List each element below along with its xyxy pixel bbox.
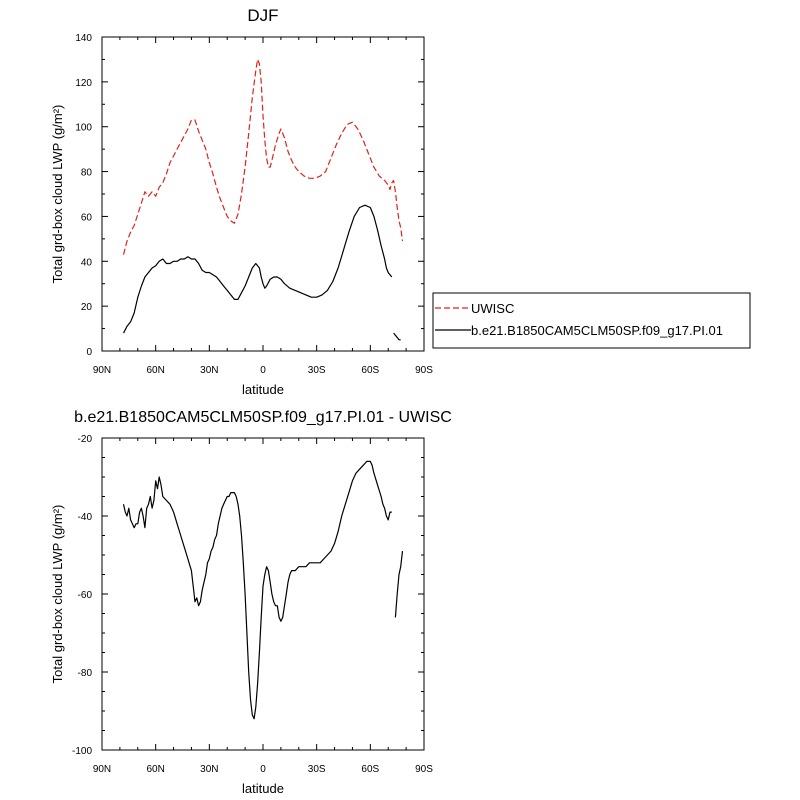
series-1 [122, 58, 404, 255]
y-axis-label: Total grd-box cloud LWP (g/m²) [50, 105, 65, 284]
y-tick-label: 40 [81, 257, 93, 268]
y-tick-label: 140 [75, 33, 92, 44]
series-line [122, 460, 392, 720]
legend-label: UWISC [471, 301, 514, 316]
series-1 [122, 460, 404, 720]
x-tick-label: 0 [260, 764, 266, 775]
legend: UWISC b.e21.B1850CAM5CLM50SP.f09_g17.PI.0… [432, 292, 751, 349]
chart-panel-1: DJF 90N 60N 30N 0 30S 60S 90S 0 20 40 60 80 100 120 140… [50, 6, 751, 397]
y-tick-label: -60 [78, 590, 93, 601]
legend-label: b.e21.B1850CAM5CLM50SP.f09_g17.PI.01 [471, 323, 723, 338]
y-tick-label: -20 [78, 434, 93, 445]
y-tick-label: 0 [86, 347, 92, 358]
series-line [122, 58, 404, 255]
series-line [122, 204, 393, 334]
x-tick-label: 60S [361, 365, 379, 376]
y-tick-label: 80 [81, 168, 93, 179]
y-tick-label: 120 [75, 78, 92, 89]
x-tick-label: 30N [200, 764, 218, 775]
x-tick-label: 0 [260, 365, 266, 376]
chart-title: b.e21.B1850CAM5CLM50SP.f09_g17.PI.01 - U… [74, 409, 452, 426]
x-tick-label: 90S [415, 365, 433, 376]
x-tick-label: 90S [415, 764, 433, 775]
x-tick-label: 90N [93, 365, 111, 376]
y-tick-label: -80 [78, 668, 93, 679]
x-axis-label: latitude [242, 382, 284, 397]
series-line [393, 332, 401, 341]
y-tick-label: 100 [75, 123, 92, 134]
chart-title: DJF [247, 6, 278, 25]
y-tick-label: -100 [72, 746, 92, 757]
x-tick-label: 30S [308, 365, 326, 376]
series-2 [122, 204, 401, 341]
x-tick-label: 90N [93, 764, 111, 775]
series-line [394, 551, 404, 618]
legend-box [432, 292, 751, 349]
x-tick-label: 30N [200, 365, 218, 376]
y-tick-label: 60 [81, 212, 93, 223]
x-tick-label: 60S [361, 764, 379, 775]
x-tick-label: 60N [146, 764, 164, 775]
chart-panel-2: b.e21.B1850CAM5CLM50SP.f09_g17.PI.01 - U… [50, 409, 452, 796]
x-axis-label: latitude [242, 781, 284, 796]
y-tick-label: -40 [78, 512, 93, 523]
y-axis-label: Total grd-box cloud LWP (g/m²) [50, 505, 65, 684]
x-tick-label: 30S [308, 764, 326, 775]
y-tick-label: 20 [81, 302, 93, 313]
x-tick-label: 60N [146, 365, 164, 376]
